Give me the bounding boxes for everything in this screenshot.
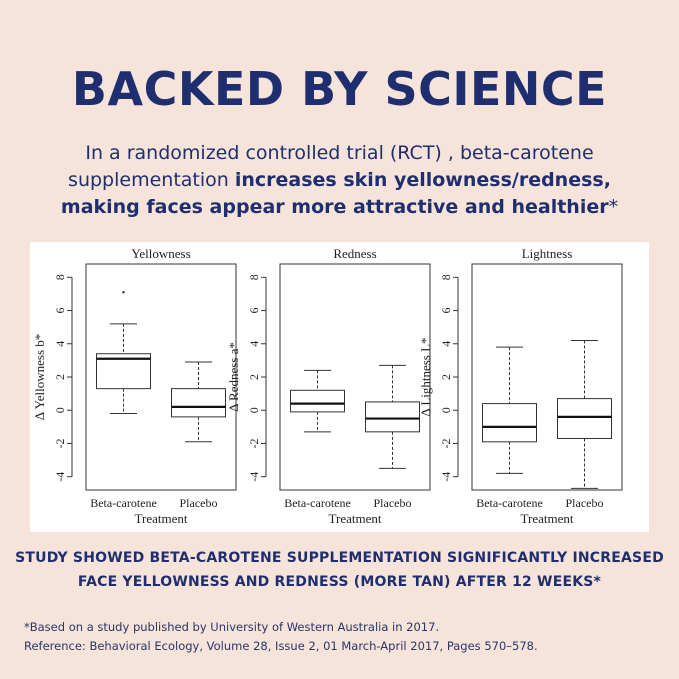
y-tick-label: -2 <box>439 438 453 448</box>
outlier-point <box>122 291 125 294</box>
footnote-reference: Reference: Behavioral Ecology, Volume 28… <box>24 639 538 653</box>
box-iqr <box>171 388 226 418</box>
box-iqr <box>557 398 612 439</box>
box-beta-carotene <box>96 291 151 415</box>
y-tick-label: 4 <box>53 341 67 347</box>
x-category-label: Placebo <box>180 496 218 510</box>
boxplot-redness: Redness -4 -2 0 2 4 6 8 Δ Redness a* Beta-caroten… <box>226 246 431 526</box>
y-tick-label: -4 <box>439 472 453 482</box>
chart-panel: Yellowness -4 -2 0 2 4 6 8 Δ Yellowness b* Beta-c… <box>30 242 649 532</box>
y-tick-label: 0 <box>53 407 67 413</box>
y-axis-label: Δ Redness a* <box>226 342 241 412</box>
plot-frame <box>471 263 623 491</box>
box-placebo <box>171 361 226 443</box>
plot-title: Lightness <box>522 246 573 261</box>
y-tick-label: 6 <box>247 308 261 314</box>
x-axis-label: Treatment <box>135 511 188 526</box>
footnote-source: *Based on a study published by Universit… <box>24 620 440 634</box>
x-category-label: Placebo <box>374 496 412 510</box>
x-category-label: Beta-carotene <box>476 496 543 510</box>
y-tick-label: 2 <box>247 374 261 380</box>
plot-title: Yellowness <box>131 246 190 261</box>
y-tick-label: 2 <box>53 374 67 380</box>
box-placebo <box>557 339 612 489</box>
y-tick-label: 6 <box>53 308 67 314</box>
y-tick-label: 0 <box>439 407 453 413</box>
box-beta-carotene <box>290 369 345 433</box>
plot-frame <box>85 263 237 491</box>
x-axis-label: Treatment <box>329 511 382 526</box>
study-summary: STUDY SHOWED BETA-CAROTENE SUPPLEMENTATI… <box>0 546 679 594</box>
x-category-label: Beta-carotene <box>90 496 157 510</box>
y-tick-label: 4 <box>439 341 453 347</box>
plot-title: Redness <box>333 246 376 261</box>
boxplot-lightness: Lightness -4 -2 0 2 4 6 8 Δ Lightness L* Beta-car… <box>418 246 623 526</box>
box-iqr <box>290 389 345 413</box>
box-beta-carotene <box>482 346 537 474</box>
intro-asterisk: * <box>608 196 619 218</box>
intro-plain: In a randomized controlled trial (RCT) ,… <box>68 142 594 191</box>
y-tick-label: -4 <box>53 472 67 482</box>
y-tick-label: -2 <box>247 438 261 448</box>
y-tick-label: 6 <box>439 308 453 314</box>
y-tick-label: 8 <box>53 274 67 280</box>
y-tick-label: 0 <box>247 407 261 413</box>
x-category-label: Beta-carotene <box>284 496 351 510</box>
y-tick-label: -2 <box>53 438 67 448</box>
x-category-label: Placebo <box>566 496 604 510</box>
plot-frame <box>279 263 431 491</box>
intro-text: In a randomized controlled trial (RCT) ,… <box>40 140 639 221</box>
intro-bold: increases skin yellowness/redness, makin… <box>60 169 611 218</box>
boxplot-yellowness: Yellowness -4 -2 0 2 4 6 8 Δ Yellowness b* Beta-c… <box>32 246 237 526</box>
y-axis-label: Δ Lightness L* <box>418 337 433 416</box>
y-tick-label: 8 <box>247 274 261 280</box>
footnote: *Based on a study published by Universit… <box>24 618 664 656</box>
x-axis-label: Treatment <box>521 511 574 526</box>
y-tick-label: 8 <box>439 274 453 280</box>
y-tick-label: -4 <box>247 472 261 482</box>
summary-line-2: FACE YELLOWNESS AND REDNESS (MORE TAN) A… <box>77 574 602 590</box>
box-iqr <box>482 403 537 443</box>
y-axis-label: Δ Yellowness b* <box>32 334 47 421</box>
y-tick-label: 2 <box>439 374 453 380</box>
box-placebo <box>365 364 420 469</box>
summary-line-1: STUDY SHOWED BETA-CAROTENE SUPPLEMENTATI… <box>15 550 664 566</box>
page-title: BACKED BY SCIENCE <box>71 62 608 116</box>
boxplot-figure: Yellowness -4 -2 0 2 4 6 8 Δ Yellowness b* Beta-c… <box>32 246 623 526</box>
box-iqr <box>365 401 420 433</box>
y-tick-label: 4 <box>247 341 261 347</box>
